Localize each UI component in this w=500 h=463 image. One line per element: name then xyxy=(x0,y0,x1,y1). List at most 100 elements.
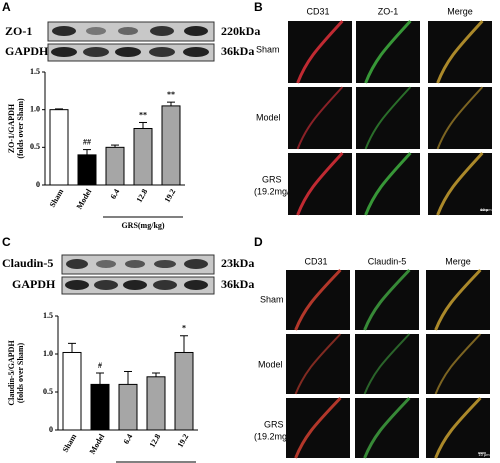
bar xyxy=(62,351,82,431)
vessel-stain xyxy=(296,19,344,84)
vessel-stain xyxy=(364,19,412,84)
micrograph xyxy=(355,398,419,458)
blot-image xyxy=(47,21,215,62)
panel-label: B xyxy=(254,0,263,14)
significance-label: # xyxy=(98,361,102,370)
vessel-stain xyxy=(296,151,344,216)
y-tick-label: 1.0 xyxy=(43,349,53,358)
column-header: Merge xyxy=(447,6,473,16)
row-label: Model xyxy=(258,359,283,369)
bar xyxy=(105,146,125,186)
significance-label: ## xyxy=(83,137,91,146)
vessel-stain xyxy=(434,268,482,331)
significance-label: * xyxy=(182,324,186,333)
x-tick-label: Sham xyxy=(48,187,66,209)
row-label: (19.2mg/kg) xyxy=(254,431,302,441)
blot-size: 220kDa xyxy=(221,24,260,38)
bar xyxy=(133,128,153,186)
bar xyxy=(49,109,69,186)
blot-size: 36kDa xyxy=(221,44,254,58)
vessel-stain xyxy=(294,333,342,395)
micrograph xyxy=(288,21,352,83)
bar xyxy=(174,351,194,431)
vessel-stain xyxy=(434,333,482,395)
blot-protein: ZO-1 xyxy=(5,24,32,38)
micrograph xyxy=(288,153,352,215)
bar-chart: 0 0.5 1.0 1.5 ZO-1/GAPDH (folds over Sham) Sha… xyxy=(7,67,185,230)
micrograph xyxy=(428,21,492,83)
panel-label: D xyxy=(254,235,263,249)
y-tick-label: 0.5 xyxy=(43,387,53,396)
y-tick-label: 1.5 xyxy=(30,67,40,76)
vessel-stain xyxy=(436,151,484,216)
x-tick-label: Model xyxy=(75,187,94,211)
vessel-stain xyxy=(294,268,342,331)
micrograph xyxy=(286,270,350,330)
bar xyxy=(146,376,166,431)
bar xyxy=(77,154,97,186)
x-tick-label: Sham xyxy=(61,432,79,454)
scale-bar-label: 10 μm xyxy=(478,452,490,457)
vessel-stain xyxy=(363,268,411,331)
blot-protein: GAPDH xyxy=(5,44,49,58)
column-header: CD31 xyxy=(306,6,329,16)
y-tick-label: 1.0 xyxy=(30,104,40,113)
vessel-stain xyxy=(363,396,411,459)
vessel-stain xyxy=(364,151,412,216)
blot-image xyxy=(61,254,215,295)
bar xyxy=(161,105,181,186)
row-label: GRS xyxy=(264,419,284,429)
y-tick-label: 1.5 xyxy=(43,311,53,320)
bar-chart: 0 0.5 1.0 1.5 Claudin-5/GAPDH (folds over Sha… xyxy=(7,311,198,463)
vessel-stain xyxy=(364,86,412,150)
micrograph xyxy=(355,334,419,394)
micrograph xyxy=(355,270,419,330)
panel-label: C xyxy=(2,235,11,249)
x-tick-label: 6.4 xyxy=(122,432,135,445)
y-tick-label: 0.5 xyxy=(30,142,40,151)
micrograph xyxy=(428,153,492,215)
vessel-stain xyxy=(436,86,484,150)
vessel-stain xyxy=(294,396,342,459)
micrograph xyxy=(288,87,352,149)
y-axis-label: Claudin-5/GAPDH xyxy=(7,340,16,406)
microscopy-grid xyxy=(286,19,492,459)
row-label: Model xyxy=(256,112,281,122)
micrograph xyxy=(286,398,350,458)
blot-size: 23kDa xyxy=(221,256,254,270)
row-label: (19.2mg/kg) xyxy=(254,186,302,196)
blot-size: 36kDa xyxy=(221,277,254,291)
vessel-stain xyxy=(434,396,482,459)
significance-label: ** xyxy=(167,90,175,99)
x-tick-label: Model xyxy=(88,432,107,456)
x-tick-label: 12.8 xyxy=(148,432,163,449)
group-label: GRS(mg/kg) xyxy=(121,221,164,230)
vessel-stain xyxy=(296,86,344,150)
micrograph xyxy=(426,270,490,330)
scale-bar-label: 10 μm xyxy=(480,207,492,212)
x-tick-label: 6.4 xyxy=(109,187,122,200)
micrograph xyxy=(356,21,420,83)
y-axis-label: (folds over Sham) xyxy=(16,343,25,404)
column-header: Merge xyxy=(445,256,471,266)
y-axis-label: (folds over Sham) xyxy=(16,98,25,159)
micrograph xyxy=(286,334,350,394)
row-label: Sham xyxy=(260,294,284,304)
y-tick-label: 0 xyxy=(36,180,40,189)
y-axis-label: ZO-1/GAPDH xyxy=(7,103,16,153)
row-label: Sham xyxy=(256,44,280,54)
micrograph xyxy=(426,398,490,458)
micrograph xyxy=(428,87,492,149)
micrograph xyxy=(356,87,420,149)
significance-label: ** xyxy=(139,110,147,119)
vessel-stain xyxy=(363,333,411,395)
blot-protein: Claudin-5 xyxy=(2,256,53,270)
vessel-stain xyxy=(436,19,484,84)
bar xyxy=(90,383,110,431)
column-header: CD31 xyxy=(304,256,327,266)
blot-protein: GAPDH xyxy=(12,277,56,291)
micrograph xyxy=(426,334,490,394)
row-label: GRS xyxy=(262,174,282,184)
column-header: ZO-1 xyxy=(378,6,399,16)
